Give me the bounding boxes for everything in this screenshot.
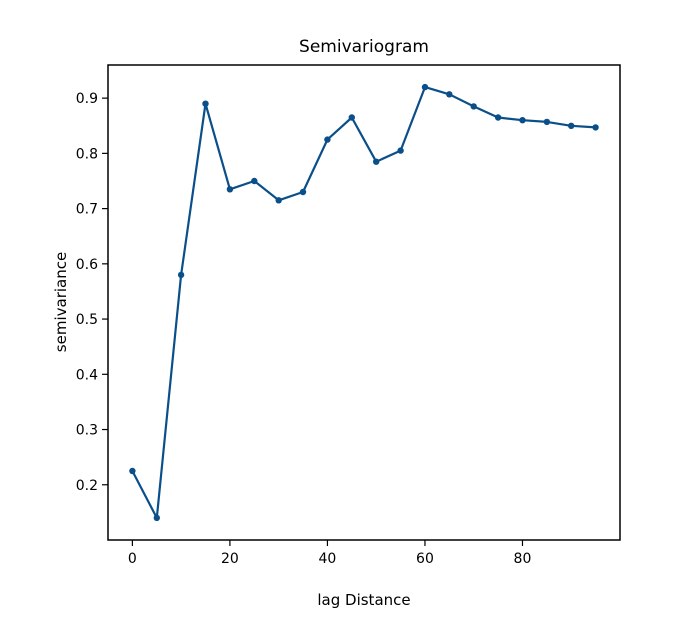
plot-frame: [107, 64, 621, 541]
x-tick-label: 60: [416, 551, 434, 567]
x-tick-label: 20: [221, 551, 239, 567]
y-axis-title: semivariance: [52, 252, 70, 352]
y-tick-label: 0.7: [76, 202, 98, 218]
y-tick-label: 0.2: [76, 478, 98, 494]
x-tick-label: 80: [514, 551, 532, 567]
y-axis: 0.2 0.3 0.4 0.5 0.6 0.7 0.8 0.9: [76, 91, 108, 494]
data-point: [592, 124, 599, 131]
data-point: [519, 117, 526, 124]
y-tick-label: 0.5: [76, 312, 98, 328]
x-axis: 0 20 40 60 80: [128, 540, 531, 567]
data-point: [202, 100, 209, 107]
data-point: [470, 103, 477, 110]
data-point: [373, 158, 380, 165]
data-point: [153, 514, 160, 522]
data-point: [177, 271, 185, 279]
data-point: [543, 118, 551, 126]
data-point: [348, 114, 355, 121]
y-tick-label: 0.9: [76, 91, 98, 107]
plot-area: [129, 83, 599, 522]
data-point: [129, 467, 136, 475]
data-point: [421, 83, 429, 91]
data-point: [568, 122, 575, 129]
data-point: [251, 177, 258, 185]
semivariance-line: [131, 85, 597, 520]
y-tick-label: 0.8: [76, 146, 98, 162]
chart-title: Semivariogram: [299, 37, 429, 57]
x-tick-label: 40: [319, 551, 337, 567]
data-point: [324, 136, 331, 143]
y-tick-label: 0.3: [76, 423, 98, 439]
data-point: [275, 197, 282, 204]
data-point: [226, 186, 234, 193]
x-tick-label: 0: [128, 551, 137, 567]
data-point: [397, 147, 404, 154]
y-tick-label: 0.4: [76, 367, 98, 383]
data-point: [494, 114, 502, 121]
data-point: [446, 91, 453, 98]
y-tick-label: 0.6: [76, 257, 98, 273]
x-axis-title: lag Distance: [317, 591, 410, 609]
data-point: [299, 188, 307, 196]
